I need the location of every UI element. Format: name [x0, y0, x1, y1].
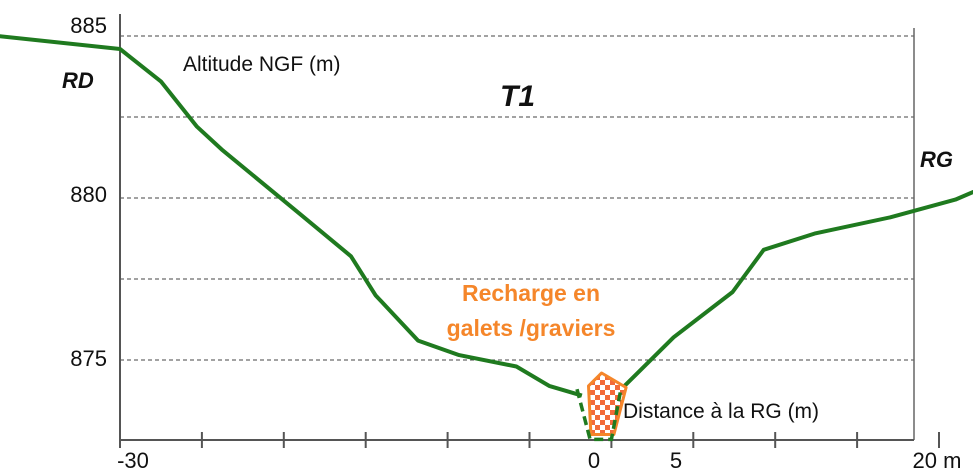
x-tick-label-0: 0 [588, 448, 600, 473]
x-tick-label-minus30: -30 [117, 448, 149, 473]
channel-outline [575, 387, 623, 442]
annotation-line-1: Recharge en [462, 280, 600, 306]
x-tick-label-20: 20 m [913, 448, 962, 473]
profile-line-right-bank [619, 189, 973, 391]
chart-title: T1 [500, 80, 535, 113]
profile-line-left-bank [0, 34, 583, 398]
left-bank-label: RD [62, 68, 94, 93]
annotation-line-2: galets /graviers [447, 315, 616, 341]
y-axis-title: Altitude NGF (m) [183, 53, 341, 76]
y-tick-label-880: 880 [70, 182, 107, 207]
y-tick-label-885: 885 [70, 13, 107, 38]
x-axis-title: Distance à la RG (m) [623, 400, 819, 423]
y-tick-label-875: 875 [70, 346, 107, 371]
profile-series [0, 34, 973, 398]
right-bank-label: RG [920, 147, 953, 172]
grid [120, 35, 914, 361]
gravel-recharge-marker [587, 371, 628, 436]
x-tick-label-5: 5 [670, 448, 682, 473]
